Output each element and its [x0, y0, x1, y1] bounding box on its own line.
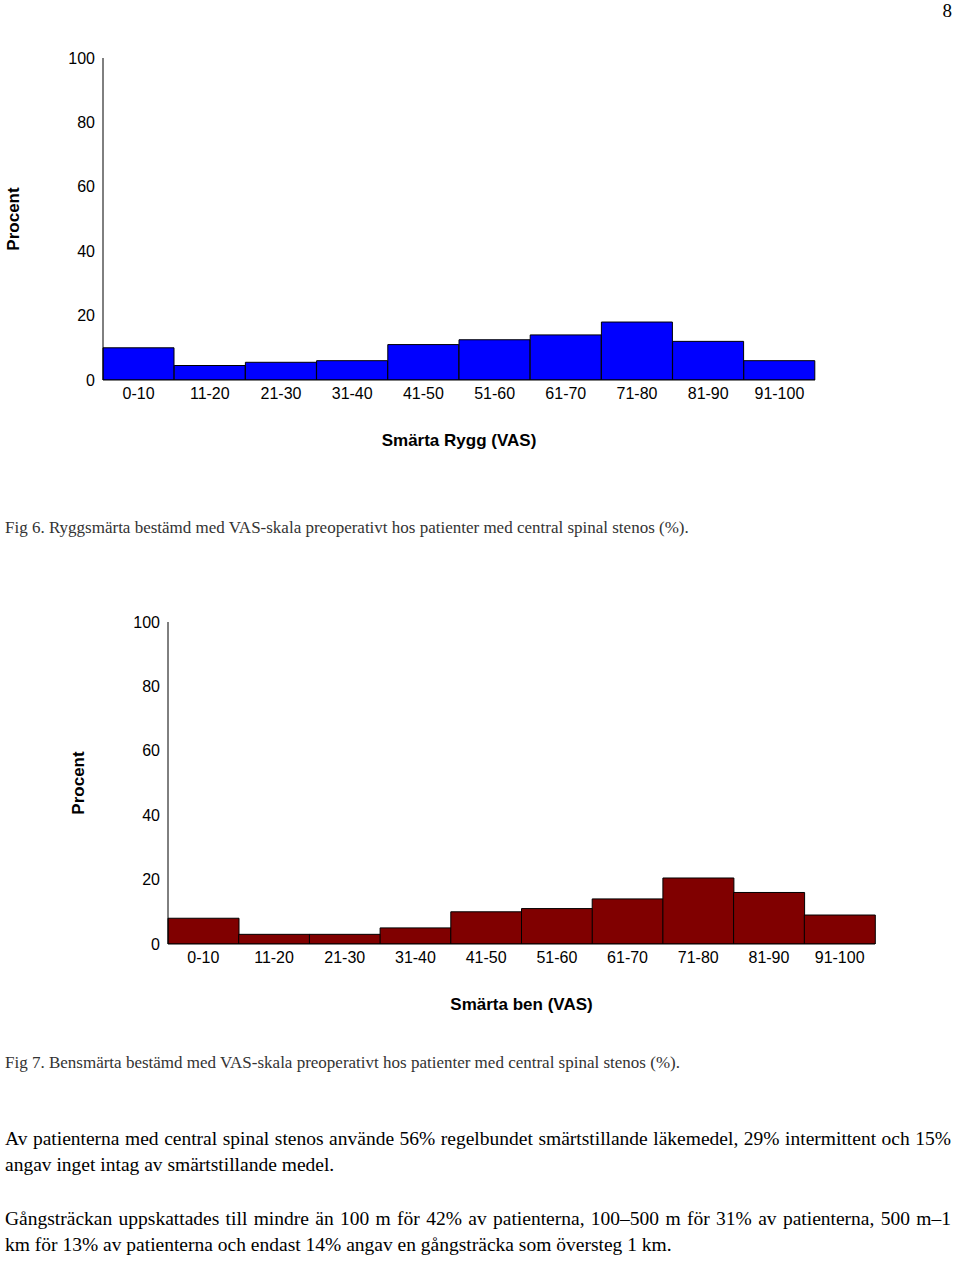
html-text:Gångsträckan uppskattades till: Gångsträckan uppskattades till mindre än… — [5, 1208, 951, 1255]
svg-text:100: 100 — [133, 614, 160, 631]
svg-text:41-50: 41-50 — [466, 949, 507, 966]
svg-text:60: 60 — [142, 742, 160, 759]
svg-text:11-20: 11-20 — [190, 385, 230, 402]
svg-text:80: 80 — [77, 114, 95, 131]
svg-text:0-10: 0-10 — [187, 949, 219, 966]
svg-text:Procent: Procent — [69, 751, 88, 815]
svg-text:91-100: 91-100 — [815, 949, 865, 966]
html-text:Fig 6. Ryggsmärta bestämd med: Fig 6. Ryggsmärta bestämd med VAS-skala … — [5, 518, 689, 537]
html-text:8: 8 — [942, 0, 952, 21]
svg-text:91-100: 91-100 — [754, 385, 804, 402]
svg-text:21-30: 21-30 — [261, 385, 302, 402]
html-text:Fig 7. Bensmärta bestämd med V: Fig 7. Bensmärta bestämd med VAS-skala p… — [5, 1053, 680, 1072]
svg-text:71-80: 71-80 — [678, 949, 719, 966]
svg-text:81-90: 81-90 — [748, 949, 789, 966]
svg-text:60: 60 — [77, 178, 95, 195]
svg-text:51-60: 51-60 — [536, 949, 577, 966]
svg-text:81-90: 81-90 — [688, 385, 729, 402]
svg-text:Smärta Rygg (VAS): Smärta Rygg (VAS) — [382, 431, 537, 450]
svg-text:0-10: 0-10 — [123, 385, 155, 402]
svg-text:0: 0 — [86, 372, 95, 389]
svg-text:41-50: 41-50 — [403, 385, 444, 402]
svg-text:40: 40 — [142, 807, 160, 824]
svg-text:40: 40 — [77, 243, 95, 260]
svg-text:51-60: 51-60 — [474, 385, 515, 402]
svg-text:80: 80 — [142, 678, 160, 695]
svg-text:61-70: 61-70 — [607, 949, 648, 966]
svg-text:11-20: 11-20 — [254, 949, 294, 966]
svg-text:31-40: 31-40 — [332, 385, 373, 402]
svg-text:Smärta ben (VAS): Smärta ben (VAS) — [450, 995, 592, 1014]
svg-text:21-30: 21-30 — [324, 949, 365, 966]
svg-text:Procent: Procent — [8, 187, 23, 251]
svg-text:31-40: 31-40 — [395, 949, 436, 966]
svg-text:20: 20 — [142, 871, 160, 888]
svg-text:71-80: 71-80 — [617, 385, 658, 402]
svg-text:61-70: 61-70 — [545, 385, 586, 402]
svg-text:0: 0 — [151, 936, 160, 953]
html-text:Av patienterna med central spi: Av patienterna med central spinal stenos… — [5, 1128, 951, 1175]
svg-text:100: 100 — [68, 50, 95, 67]
svg-text:20: 20 — [77, 307, 95, 324]
